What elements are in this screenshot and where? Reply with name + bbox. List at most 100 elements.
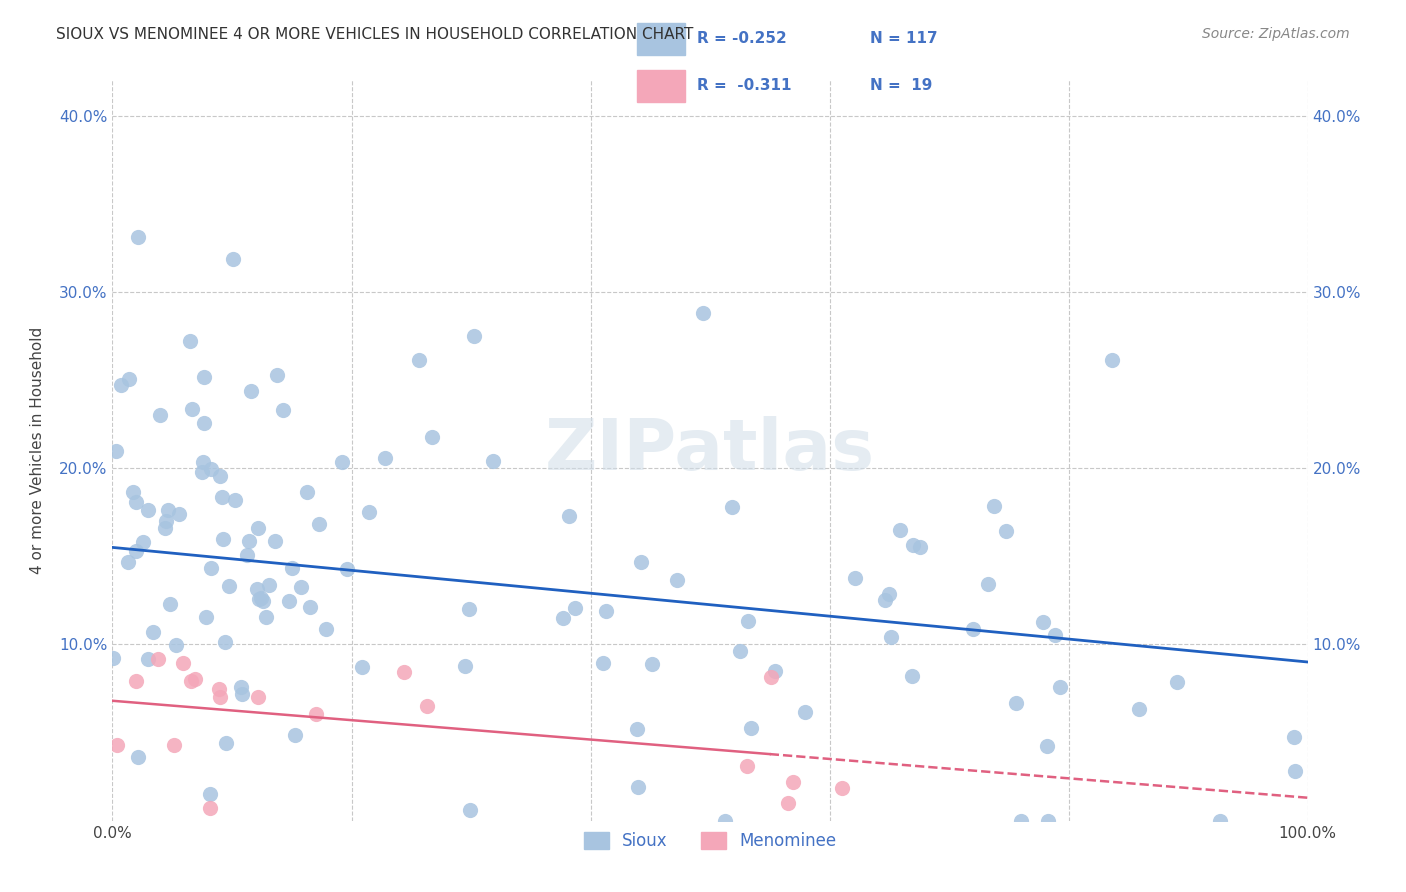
Point <box>290 581 312 595</box>
Point <box>105 443 128 458</box>
Point <box>595 604 617 618</box>
Point <box>264 534 287 549</box>
Point <box>737 615 759 629</box>
Point <box>252 594 274 608</box>
Point <box>212 533 235 547</box>
Point <box>889 523 911 537</box>
Point <box>564 601 586 615</box>
Point <box>132 534 155 549</box>
Point <box>308 517 330 532</box>
Point <box>1101 352 1123 367</box>
Point <box>626 723 648 737</box>
Point <box>229 680 252 694</box>
Point <box>125 495 148 509</box>
Point <box>250 591 273 605</box>
Point <box>191 455 214 469</box>
Point <box>169 507 191 521</box>
Point <box>127 230 149 244</box>
Point <box>117 555 139 569</box>
Point <box>408 352 430 367</box>
Point <box>200 461 222 475</box>
Point <box>110 377 132 392</box>
Point <box>359 505 381 519</box>
Point <box>463 329 485 343</box>
Point <box>592 656 614 670</box>
Point <box>246 582 269 596</box>
Point <box>254 610 277 624</box>
Point <box>983 499 1005 513</box>
Point <box>315 622 337 636</box>
Point <box>218 579 240 593</box>
Point <box>714 814 737 828</box>
Point <box>149 408 172 422</box>
Point <box>239 384 262 398</box>
Point <box>193 370 215 384</box>
Point <box>247 520 270 534</box>
Point <box>873 592 896 607</box>
Text: N =  19: N = 19 <box>870 78 932 94</box>
Point <box>728 644 751 658</box>
Point <box>247 690 270 705</box>
Point <box>299 599 322 614</box>
Point <box>209 468 232 483</box>
Y-axis label: 4 or more Vehicles in Household: 4 or more Vehicles in Household <box>31 326 45 574</box>
Point <box>208 682 231 697</box>
Point <box>179 334 201 349</box>
Point <box>1049 680 1071 694</box>
Point <box>305 707 328 722</box>
Point <box>721 500 744 514</box>
Point <box>193 416 215 430</box>
Legend: Sioux, Menominee: Sioux, Menominee <box>576 825 844 856</box>
Point <box>146 652 169 666</box>
Point <box>901 669 924 683</box>
Point <box>198 800 221 814</box>
Point <box>735 759 758 773</box>
Text: SIOUX VS MENOMINEE 4 OR MORE VEHICLES IN HOUSEHOLD CORRELATION CHART: SIOUX VS MENOMINEE 4 OR MORE VEHICLES IN… <box>56 27 693 42</box>
Point <box>350 659 373 673</box>
Point <box>1032 615 1054 629</box>
Bar <box>637 23 685 55</box>
Point <box>831 781 853 796</box>
Point <box>692 306 714 320</box>
Point <box>553 611 575 625</box>
Point <box>247 592 270 607</box>
Point <box>278 594 301 608</box>
Point <box>195 610 218 624</box>
Point <box>763 664 786 678</box>
Point <box>759 670 782 684</box>
Point <box>214 635 236 649</box>
Point <box>877 587 900 601</box>
Point <box>482 454 505 468</box>
Point <box>1166 675 1188 690</box>
Point <box>153 521 176 535</box>
Point <box>257 577 280 591</box>
Bar <box>637 70 685 102</box>
Point <box>238 534 260 549</box>
Point <box>198 787 221 801</box>
Point <box>420 430 443 444</box>
Point <box>880 630 903 644</box>
Point <box>1045 628 1067 642</box>
Point <box>416 699 439 714</box>
Point <box>122 484 145 499</box>
Text: N = 117: N = 117 <box>870 31 938 46</box>
Point <box>105 739 128 753</box>
Point <box>1005 696 1028 710</box>
Point <box>136 651 159 665</box>
Point <box>776 797 799 811</box>
Point <box>118 372 141 386</box>
Point <box>103 650 125 665</box>
Point <box>908 540 931 554</box>
Point <box>224 492 246 507</box>
Point <box>142 625 165 640</box>
Point <box>641 657 664 672</box>
Point <box>336 562 359 576</box>
Point <box>1209 814 1232 828</box>
Point <box>273 403 295 417</box>
Point <box>200 561 222 575</box>
Point <box>231 687 253 701</box>
Point <box>665 573 688 587</box>
Point <box>630 555 652 569</box>
Point <box>374 450 396 465</box>
Point <box>458 602 481 616</box>
